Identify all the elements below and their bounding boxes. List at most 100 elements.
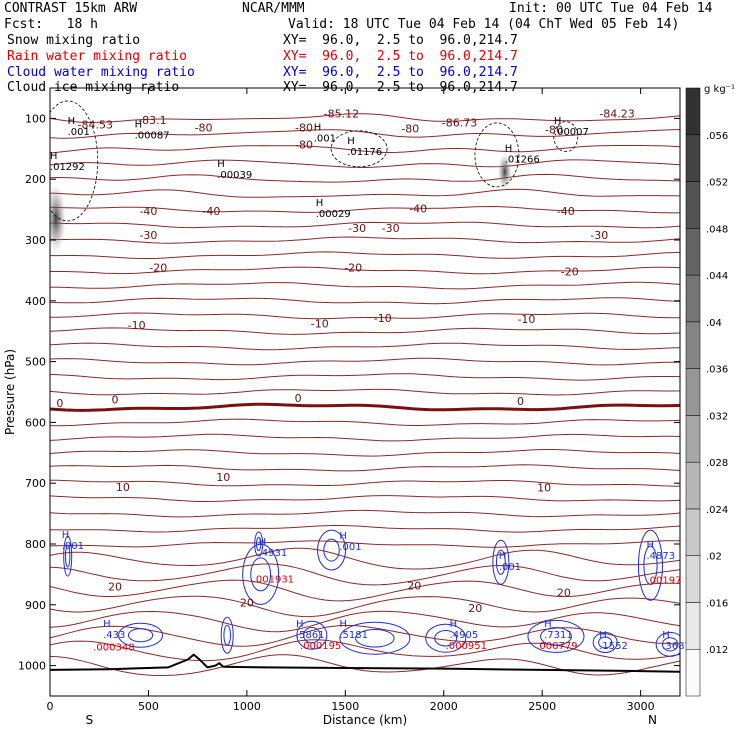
cloud-water-contour [492, 539, 510, 585]
header-init: Init: 00 UTC Tue 04 Feb 14 [509, 1, 713, 16]
cloud-water-contour [296, 620, 328, 650]
temperature-label: -84.53 [78, 118, 113, 131]
field-cloudwater-name: Cloud water mixing ratio [7, 65, 195, 80]
temperature-label: -80 [545, 123, 563, 136]
cloud-water-max-value: .7311 [544, 630, 573, 641]
colorbar-unit: g kg⁻¹ [704, 84, 735, 95]
temperature-contour [50, 402, 680, 412]
y-axis-label: Pressure (hPa) [3, 349, 17, 435]
cloud-water-contour [63, 535, 73, 577]
temperature-label: 10 [537, 481, 551, 494]
temperature-label: 20 [240, 596, 254, 609]
temperature-label: 20 [407, 579, 421, 592]
header-model: CONTRAST 15km ARW [4, 1, 138, 16]
ice-max-value: .00087 [135, 130, 170, 141]
temperature-label: 10 [216, 471, 230, 484]
colorbar-swatch [685, 87, 701, 136]
ice-max-marker: H [314, 122, 322, 133]
y-tick-label: 400 [25, 295, 46, 308]
field-rain-xy: XY= 96.0, 2.5 to 96.0,214.7 [283, 49, 518, 64]
temperature-contour [50, 540, 680, 548]
cloud-water-contour [303, 627, 321, 644]
temperature-label: 10 [116, 481, 130, 494]
temperature-label: -30 [139, 229, 157, 242]
cloud-water-contour [495, 549, 506, 575]
cloud-water-max-marker: H [62, 530, 70, 541]
temperature-contour [50, 173, 680, 183]
ice-max-value: .00039 [217, 170, 252, 181]
rain-water-max-value: .000348 [93, 642, 134, 653]
plot-area [50, 100, 680, 677]
temperature-contour [50, 525, 680, 533]
cloud-water-max-marker: H [259, 537, 267, 548]
y-tick-label: 800 [25, 538, 46, 551]
temperature-label: 20 [557, 587, 571, 600]
y-tick-label: 100 [25, 112, 46, 125]
rain-water-max-value: .001931 [253, 574, 294, 585]
field-rain-name: Rain water mixing ratio [7, 49, 188, 64]
y-tick-label: 200 [25, 173, 46, 186]
cloud-water-max-marker: H [339, 619, 347, 630]
temperature-contour [50, 236, 680, 244]
cloud-water-contour [220, 616, 234, 654]
ice-contour [553, 121, 579, 153]
ice-shading [50, 184, 66, 253]
temperature-contour [50, 297, 680, 305]
cloud-water-contour [323, 538, 340, 562]
colorbar-swatch [685, 415, 701, 463]
temperature-label: -80 [295, 139, 313, 152]
cloud-water-contour [317, 529, 347, 571]
temperature-contour [50, 464, 680, 472]
ice-max-marker: H [217, 159, 225, 170]
temperature-label: 0 [56, 397, 63, 410]
temperature-label: -85.12 [324, 108, 359, 121]
cloud-water-max-value: .1552 [599, 641, 628, 652]
colorbar-swatch [685, 134, 701, 182]
cloud-water-contour [127, 628, 154, 643]
ice-max-value: .001 [314, 133, 336, 144]
header-fcst: Fcst: 18 h [4, 17, 98, 32]
ice-max-marker: H [316, 198, 324, 209]
rain-water-max-value: .000195 [300, 641, 341, 652]
cloud-water-contour [434, 630, 458, 647]
cloud-water-max-value: .5181 [339, 630, 368, 641]
temperature-contour [50, 479, 680, 487]
cloud-water-contour [643, 545, 658, 586]
cloud-water-max-value: .4931 [259, 548, 288, 559]
cloud-water-contour [637, 529, 663, 601]
temperature-contour [50, 251, 680, 259]
temperature-label: 0 [517, 395, 524, 408]
colorbar-swatch [685, 228, 701, 276]
cloud-water-contour [527, 619, 585, 653]
y-tick-label: 700 [25, 477, 46, 490]
cloud-water-max-marker: H [450, 619, 458, 630]
temperature-label: -10 [128, 319, 146, 332]
colorbar-swatch [685, 508, 701, 556]
temperature-contour [50, 129, 680, 139]
y-tick-label: 300 [25, 234, 46, 247]
colorbar-label: .02 [706, 552, 722, 563]
x-tick-label: 1500 [331, 700, 359, 713]
temperature-label: 0 [295, 392, 302, 405]
colorbar-label: .024 [706, 505, 728, 516]
temperature-contour [50, 205, 680, 214]
temperature-label: -80 [195, 122, 213, 135]
colorbar-label: .016 [706, 598, 728, 609]
cloud-water-max-marker: H [544, 619, 552, 630]
y-tick-label: 600 [25, 416, 46, 429]
ice-contour [50, 100, 99, 222]
temperature-contour [50, 312, 680, 320]
ice-max-value: .001 [68, 127, 90, 138]
ice-max-marker: H [50, 151, 58, 162]
y-tick-label: 1000 [18, 660, 46, 673]
x-tick-label: 0 [47, 700, 54, 713]
cloud-water-contour [355, 628, 395, 648]
cloud-water-contour [223, 624, 231, 646]
y-tick-label: 500 [25, 356, 46, 369]
temperature-contour [50, 433, 680, 442]
temperature-contour [50, 624, 680, 647]
temperature-label: -10 [311, 317, 329, 330]
ice-max-marker: H [505, 144, 513, 155]
temperature-label: -40 [557, 205, 575, 218]
